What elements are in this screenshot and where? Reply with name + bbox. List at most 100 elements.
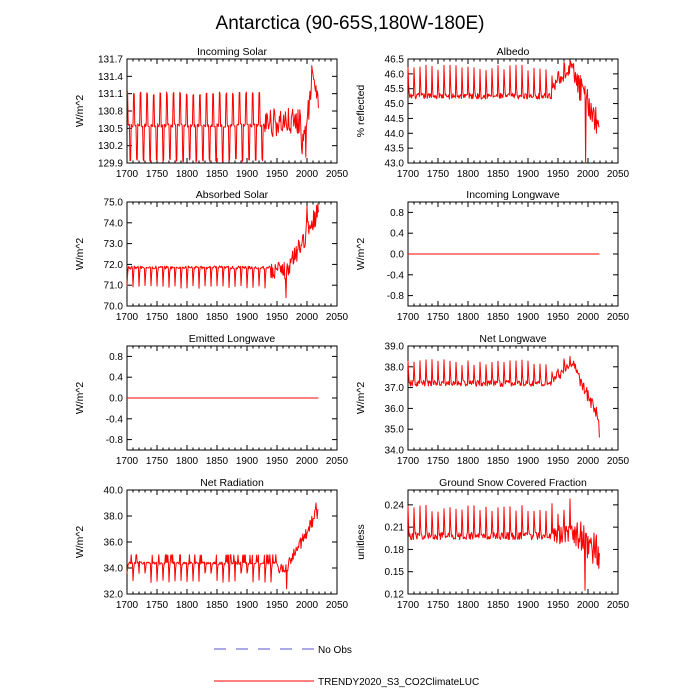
y-tick-label: 74.0: [104, 218, 124, 229]
x-tick-label: 1900: [236, 312, 259, 323]
x-tick-label: 1750: [427, 456, 450, 467]
y-tick-label: 0.0: [109, 394, 123, 405]
chart-panel: Ground Snow Covered Fraction unitless 1700…: [355, 477, 630, 611]
x-tick-label: 1850: [206, 312, 229, 323]
x-tick-label: 1950: [547, 456, 570, 467]
y-tick-label: 43.0: [385, 159, 405, 170]
x-tick-label: 1750: [146, 456, 169, 467]
y-tick-label: 130.5: [98, 124, 123, 135]
panel-title: Incoming Longwave: [466, 189, 560, 201]
x-tick-label: 1850: [487, 312, 510, 323]
x-tick-label: 1950: [266, 312, 289, 323]
x-tick-label: 2050: [326, 600, 349, 611]
x-tick-label: 1700: [397, 169, 420, 180]
x-tick-label: 1700: [116, 456, 139, 467]
x-tick-label: 1700: [116, 169, 139, 180]
chart-panel: Emitted Longwave W/m^2 1700 1750 1800 1850 190…: [74, 333, 349, 467]
y-tick-label: 0.18: [385, 545, 405, 556]
x-tick-label: 1900: [517, 456, 540, 467]
series-line: [126, 502, 319, 590]
y-tick-label: 35.0: [385, 425, 405, 436]
y-tick-label: 46.5: [385, 55, 405, 66]
x-tick-label: 1950: [266, 456, 289, 467]
x-tick-label: 1900: [236, 600, 259, 611]
y-tick-label: 130.8: [98, 107, 123, 118]
y-tick-label: 40.0: [104, 486, 124, 497]
y-tick-label: 70.0: [104, 302, 124, 313]
x-tick-label: 2050: [326, 312, 349, 323]
x-tick-label: 1800: [176, 312, 199, 323]
x-tick-label: 1950: [547, 169, 570, 180]
x-tick-label: 1850: [487, 600, 510, 611]
x-tick-label: 1750: [427, 312, 450, 323]
x-tick-label: 1750: [146, 600, 169, 611]
series-line: [407, 355, 600, 438]
x-tick-label: 2050: [607, 312, 630, 323]
plot-frame: [407, 345, 619, 451]
x-tick-label: 1850: [487, 456, 510, 467]
y-tick-label: 130.2: [98, 141, 123, 152]
x-tick-label: 1850: [487, 169, 510, 180]
legend-model-label: TRENDY2020_S3_CO2ClimateLUC: [318, 677, 479, 688]
y-axis-label: unitless: [355, 524, 367, 560]
x-tick-label: 1900: [517, 169, 540, 180]
y-tick-label: 0.24: [385, 500, 405, 511]
x-tick-label: 1800: [176, 456, 199, 467]
y-tick-label: 46.0: [385, 69, 405, 80]
y-tick-label: 39.0: [385, 342, 405, 353]
y-tick-label: 45.5: [385, 84, 405, 95]
plot-frame: [126, 489, 338, 595]
y-tick-label: 0.8: [390, 208, 404, 219]
panel-title: Net Longwave: [479, 333, 546, 345]
y-axis-label: % reflected: [355, 85, 367, 138]
y-tick-label: 37.0: [385, 383, 405, 394]
plot-frame: [126, 201, 338, 307]
y-tick-label: 34.0: [104, 564, 124, 575]
y-tick-label: 38.0: [385, 362, 405, 373]
x-tick-label: 1850: [206, 600, 229, 611]
y-tick-label: 45.0: [385, 99, 405, 110]
chart-panel: Albedo % reflected 1700 1750 1800 1850 1900 195…: [355, 46, 630, 180]
chart-panel: Incoming Solar W/m^2 1700 1750 1800 1850 1900 1…: [74, 46, 349, 180]
y-tick-label: 0.15: [385, 567, 405, 578]
y-tick-label: 131.4: [98, 72, 123, 83]
y-tick-label: 44.5: [385, 114, 405, 125]
x-tick-label: 2050: [326, 456, 349, 467]
x-tick-label: 1800: [457, 600, 480, 611]
x-tick-label: 2050: [607, 169, 630, 180]
y-tick-label: 44.0: [385, 129, 405, 140]
x-tick-label: 1700: [397, 312, 420, 323]
y-axis-label: W/m^2: [74, 95, 86, 128]
x-tick-label: 2000: [296, 169, 319, 180]
chart-panel: Net Longwave W/m^2 1700 1750 1800 1850 1900 195…: [355, 333, 630, 467]
y-tick-label: 75.0: [104, 198, 124, 209]
x-tick-label: 1800: [457, 169, 480, 180]
legend-obs-label: No Obs: [318, 645, 352, 656]
y-axis-label: W/m^2: [355, 382, 367, 415]
y-tick-label: 131.7: [98, 55, 123, 66]
x-tick-label: 2000: [577, 456, 600, 467]
y-tick-label: 36.0: [104, 538, 124, 549]
x-tick-label: 1800: [176, 600, 199, 611]
x-tick-label: 1900: [236, 169, 259, 180]
y-tick-label: 131.1: [98, 89, 123, 100]
panels-container: Incoming Solar W/m^2 1700 1750 1800 1850 1900 1…: [74, 46, 630, 611]
x-tick-label: 1750: [146, 169, 169, 180]
x-tick-label: 1800: [457, 456, 480, 467]
panel-title: Albedo: [497, 46, 530, 58]
x-tick-label: 2000: [577, 312, 600, 323]
x-tick-label: 1950: [266, 169, 289, 180]
y-tick-label: 34.0: [385, 446, 405, 457]
series-line: [407, 60, 600, 164]
x-tick-label: 2050: [607, 600, 630, 611]
x-tick-label: 1950: [266, 600, 289, 611]
x-tick-label: 1750: [427, 600, 450, 611]
x-tick-label: 1850: [206, 456, 229, 467]
y-tick-label: 0.0: [390, 250, 404, 261]
series-line: [126, 65, 319, 163]
x-tick-label: 2000: [296, 600, 319, 611]
chart-panel: Absorbed Solar W/m^2 1700 1750 1800 1850 1900 1…: [74, 189, 349, 323]
y-axis-label: W/m^2: [74, 238, 86, 271]
x-tick-label: 1700: [116, 312, 139, 323]
